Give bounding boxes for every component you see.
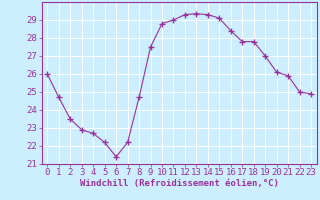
X-axis label: Windchill (Refroidissement éolien,°C): Windchill (Refroidissement éolien,°C) [80, 179, 279, 188]
